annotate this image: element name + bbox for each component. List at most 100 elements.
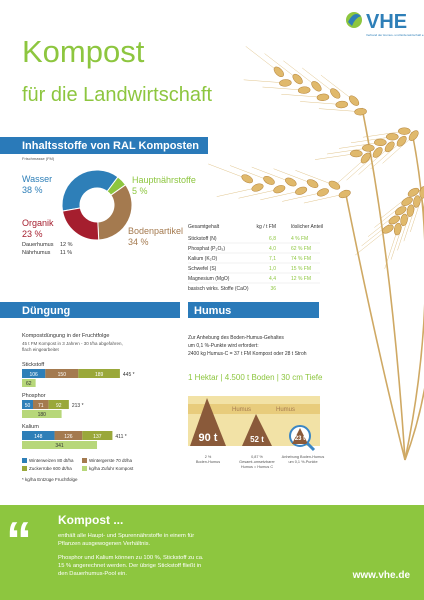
donut-label: Bodenpartikel: [128, 226, 183, 236]
wheat-awn: [326, 147, 369, 155]
wheat-grain: [354, 108, 367, 116]
wheat-grain: [251, 183, 264, 192]
wheat-awn: [374, 201, 408, 228]
wheat-grain: [330, 88, 341, 99]
table-cell: 36: [270, 286, 276, 292]
crop-segment: [82, 431, 113, 440]
footer-line: den Dauerhumus-Pool ein.: [58, 571, 127, 577]
wheat-awn: [410, 192, 424, 233]
wheat-awn: [281, 94, 323, 98]
crop-value: 126: [64, 434, 73, 440]
wheat-awn: [403, 201, 418, 242]
compost-value: 341: [55, 443, 64, 449]
humus-split-value: 12 %: [60, 242, 73, 248]
wheat-awn: [384, 229, 398, 269]
wheat-awn: [282, 192, 323, 202]
wheat-grain: [406, 204, 415, 217]
wheat-awn: [243, 79, 286, 84]
wheat-grain: [292, 73, 303, 85]
wheat-grain: [396, 135, 407, 147]
layer-label: Humus: [276, 407, 295, 413]
humus-caption: Anhebung Boden-Humus: [282, 455, 325, 459]
table-header: löslicher Anteil: [291, 224, 323, 230]
wheat-grain: [350, 149, 363, 158]
humus-amount: 23 t: [295, 436, 305, 442]
table-cell: 4 % FM: [291, 236, 308, 242]
table-cell: 7,1: [269, 256, 276, 262]
humus-caption: Gesamt-umsetzbarer: [239, 460, 275, 464]
donut-label: Organik: [22, 218, 54, 228]
wheat-awn: [346, 152, 378, 181]
wheat-grain: [360, 152, 371, 164]
wheat-grain: [316, 188, 329, 197]
wheat-awn: [314, 153, 357, 160]
wheat-grain: [273, 66, 284, 78]
section-heading: Inhaltsstoffe von RAL Komposten: [22, 140, 199, 152]
wheat-grain: [400, 213, 408, 227]
wheat-awn: [390, 219, 405, 260]
layer-label: Humus: [232, 407, 251, 413]
legend-swatch: [82, 458, 87, 463]
crop-segment: [48, 400, 69, 409]
footer-url: www.vhe.de: [352, 570, 411, 581]
wheat-awn: [216, 187, 258, 197]
fert-note: flach eingearbeitet: [22, 347, 60, 352]
wheat-stem: [344, 189, 406, 461]
wheat-grain: [386, 133, 399, 141]
section-bar: [0, 302, 180, 318]
legend-swatch: [22, 466, 27, 471]
wheat-awn: [264, 53, 298, 80]
table-cell: 74 % FM: [291, 256, 311, 262]
wheat-awn: [320, 74, 355, 101]
wheat-awn: [229, 165, 270, 181]
wheat-awn: [283, 60, 317, 87]
humus-split-label: Dauerhumus: [22, 242, 54, 248]
wheat-grain: [348, 95, 360, 106]
table-cell: 15 % FM: [291, 266, 311, 272]
wheat-grain: [263, 175, 275, 185]
humus-heap: [292, 428, 308, 444]
crop-total: 213 *: [72, 403, 84, 409]
donut-label: Hauptnährstoffe: [132, 175, 196, 185]
wheat-stem: [404, 131, 424, 461]
donut-label: Wasser: [22, 174, 52, 184]
wheat-grain: [398, 127, 411, 135]
wheat-awn: [382, 135, 414, 164]
wheat-grain: [388, 215, 401, 225]
wheat-awn: [262, 86, 305, 91]
wheat-awn: [238, 188, 280, 199]
crop-segment: [54, 431, 83, 440]
wheat-grain: [407, 187, 420, 197]
legend-swatch: [22, 458, 27, 463]
wheat-awn: [303, 193, 345, 204]
table-header: Gesamtgehalt: [188, 224, 220, 230]
humus-caption: um 0,1 %-Punkte: [288, 460, 317, 464]
humus-scale: 1 Hektar | 4.500 t Boden | 30 cm Tiefe: [188, 373, 323, 382]
crop-value: 50: [25, 403, 31, 409]
humus-split-label: Nährhumus: [22, 250, 51, 256]
wheat-grain: [279, 79, 292, 87]
wheat-awn: [380, 192, 414, 219]
wheat-stem: [404, 189, 424, 461]
table-cell: 1,0: [269, 266, 276, 272]
humus-text: Zur Anhebung des Boden-Humus-Gehaltes: [188, 335, 284, 341]
crop-total: 411 *: [115, 434, 126, 440]
nutrient-name: Phosphor: [22, 393, 46, 399]
subtitle: für die Landwirtschaft: [22, 84, 213, 106]
humus-caption: 2 %: [205, 455, 212, 459]
crop-segment: [78, 369, 120, 378]
table-cell: 12 % FM: [291, 276, 311, 282]
fert-note: 45 t FM Kompost in 3 Jahren - 30 t/ha ab…: [22, 341, 123, 346]
crop-total: 445 *: [123, 372, 135, 378]
table-cell: Magnesium (MgO): [188, 276, 230, 282]
wheat-awn: [300, 101, 342, 105]
table-header: kg / t FM: [257, 224, 276, 230]
crop-value: 71: [38, 403, 44, 409]
wheat-awn: [251, 166, 291, 183]
crop-segment: [33, 400, 49, 409]
compost-value: 180: [38, 412, 47, 418]
donut-segment: [61, 169, 119, 212]
humus-amount: 90 t: [199, 432, 218, 444]
quote-mark: “: [6, 512, 32, 570]
section-heading: Humus: [194, 305, 231, 317]
